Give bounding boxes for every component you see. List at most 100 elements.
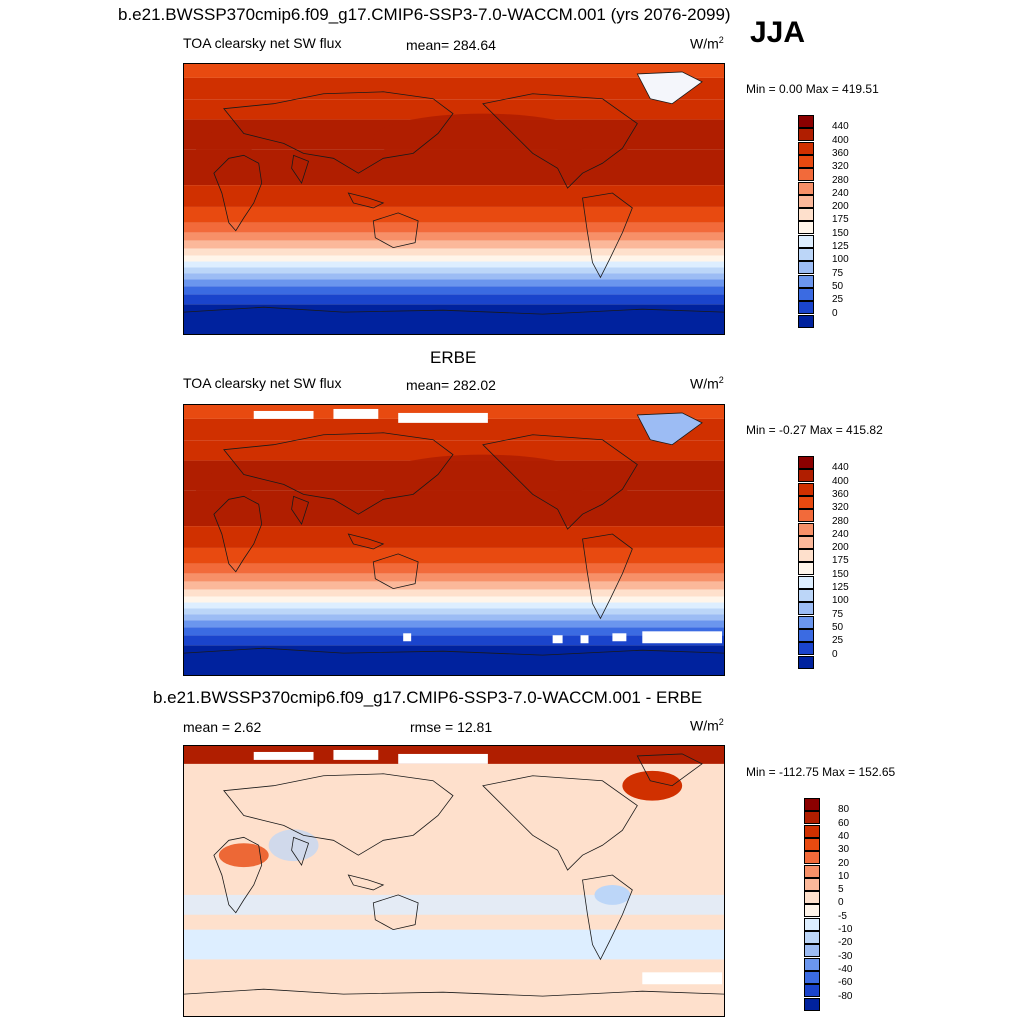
colorbar-box xyxy=(798,589,814,602)
colorbar-tick-label: 320 xyxy=(832,502,849,514)
colorbar-tick-label: 280 xyxy=(832,174,849,186)
colorbar-box xyxy=(798,194,814,208)
colorbar-box xyxy=(798,248,814,261)
colorbar-box xyxy=(798,522,814,536)
colorbar-box xyxy=(804,917,820,931)
colorbar-tick-label: 25 xyxy=(832,294,844,306)
colorbar-box xyxy=(798,128,814,142)
colorbar-tick-label: 360 xyxy=(832,488,849,500)
colorbar-tick-label: 0 xyxy=(832,307,838,319)
colorbar-tick-label: 240 xyxy=(832,187,849,199)
panel3-minmax: Min = -112.75 Max = 152.65 xyxy=(746,765,896,779)
colorbar-box xyxy=(798,602,814,616)
season-label: JJA xyxy=(750,16,806,49)
colorbar-box xyxy=(798,141,814,155)
colorbar-tick-label: -5 xyxy=(838,910,847,922)
colorbar-box xyxy=(798,575,814,589)
colorbar-tick-label: 50 xyxy=(832,280,844,292)
colorbar-box xyxy=(804,877,820,891)
colorbar-tick-label: 80 xyxy=(838,804,850,816)
colorbar-tick-label: -30 xyxy=(838,950,853,962)
colorbar-tick-label: 0 xyxy=(838,897,844,909)
colorbar-tick-label: 40 xyxy=(838,830,850,842)
colorbar-box xyxy=(804,984,820,998)
colorbar-box xyxy=(798,168,814,182)
colorbar-tick-label: 400 xyxy=(832,475,849,487)
colorbar-box xyxy=(798,509,814,523)
colorbar-box xyxy=(798,549,814,563)
colorbar-tick-label: 440 xyxy=(832,462,849,474)
colorbar-box xyxy=(798,562,814,576)
colorbar-tick-label: 150 xyxy=(832,227,849,239)
panel3-units: W/m2 xyxy=(690,717,724,734)
colorbar-tick-label: 5 xyxy=(838,884,844,896)
colorbar-tick-label: -40 xyxy=(838,963,853,975)
colorbar-tick-label: 400 xyxy=(832,134,849,146)
colorbar-box xyxy=(798,628,814,642)
colorbar-box xyxy=(804,931,820,944)
colorbar-box xyxy=(798,115,814,128)
panel1-mean-label: mean= 284.64 xyxy=(406,37,496,53)
colorbar-tick-label: 175 xyxy=(832,555,849,567)
colorbar-box xyxy=(804,891,820,905)
colorbar-box xyxy=(804,837,820,851)
panel2-minmax: Min = -0.27 Max = 415.82 xyxy=(746,423,883,437)
colorbar-box xyxy=(798,221,814,235)
panel1-variable-label: TOA clearsky net SW flux xyxy=(183,35,342,51)
panel2-variable-label: TOA clearsky net SW flux xyxy=(183,375,342,391)
colorbar-box xyxy=(798,535,814,549)
colorbar-tick-label: 125 xyxy=(832,241,849,252)
colorbar-tick-label: 20 xyxy=(838,857,850,869)
colorbar-box xyxy=(798,655,814,669)
panel3-title: b.e21.BWSSP370cmip6.f09_g17.CMIP6-SSP3-7… xyxy=(153,688,703,707)
colorbar-tick-label: 25 xyxy=(832,635,844,647)
panel1-units: W/m2 xyxy=(690,35,724,52)
colorbar-box xyxy=(798,314,814,328)
colorbar-box xyxy=(798,261,814,275)
colorbar-tick-label: 100 xyxy=(832,595,849,607)
colorbar-tick-label: 320 xyxy=(832,161,849,173)
panel3-map xyxy=(183,745,725,1017)
panel2-title: ERBE xyxy=(430,348,477,367)
colorbar-box xyxy=(798,208,814,222)
colorbar-box xyxy=(804,970,820,984)
colorbar-box xyxy=(798,287,814,301)
colorbar-tick-label: 360 xyxy=(832,147,849,159)
panel1-minmax: Min = 0.00 Max = 419.51 xyxy=(746,82,879,96)
colorbar-tick-label: -10 xyxy=(838,924,853,935)
colorbar-box xyxy=(798,154,814,168)
panel2-units: W/m2 xyxy=(690,375,724,392)
colorbar-box xyxy=(798,274,814,288)
colorbar-tick-label: 50 xyxy=(832,621,844,633)
colorbar-tick-label: 125 xyxy=(832,582,849,593)
colorbar-box xyxy=(804,811,820,825)
colorbar-tick-label: 75 xyxy=(832,267,844,279)
colorbar-tick-label: 280 xyxy=(832,515,849,527)
colorbar-box xyxy=(804,904,820,918)
colorbar-tick-label: 10 xyxy=(838,870,850,882)
panel2-map xyxy=(183,404,725,676)
figure-title: b.e21.BWSSP370cmip6.f09_g17.CMIP6-SSP3-7… xyxy=(118,5,731,24)
colorbar-box xyxy=(798,615,814,629)
colorbar-tick-label: 30 xyxy=(838,844,850,856)
colorbar-box xyxy=(798,482,814,496)
colorbar-tick-label: 175 xyxy=(832,214,849,226)
colorbar-box xyxy=(804,851,820,865)
colorbar-tick-label: 200 xyxy=(832,201,849,213)
colorbar-box xyxy=(798,469,814,483)
colorbar-box xyxy=(798,456,814,469)
panel3-mean-label: mean = 2.62 xyxy=(183,719,262,735)
colorbar-tick-label: 200 xyxy=(832,542,849,554)
colorbar-box xyxy=(798,234,814,248)
colorbar-box xyxy=(804,944,820,958)
colorbar-box xyxy=(798,495,814,509)
colorbar-tick-label: -20 xyxy=(838,937,853,949)
colorbar-tick-label: 240 xyxy=(832,528,849,540)
colorbar-box xyxy=(798,642,814,656)
colorbar-box xyxy=(798,301,814,315)
colorbar-tick-label: 100 xyxy=(832,254,849,266)
colorbar-box xyxy=(804,798,820,811)
panel1-map xyxy=(183,63,725,335)
colorbar-tick-label: -60 xyxy=(838,977,853,989)
colorbar-box xyxy=(804,957,820,971)
